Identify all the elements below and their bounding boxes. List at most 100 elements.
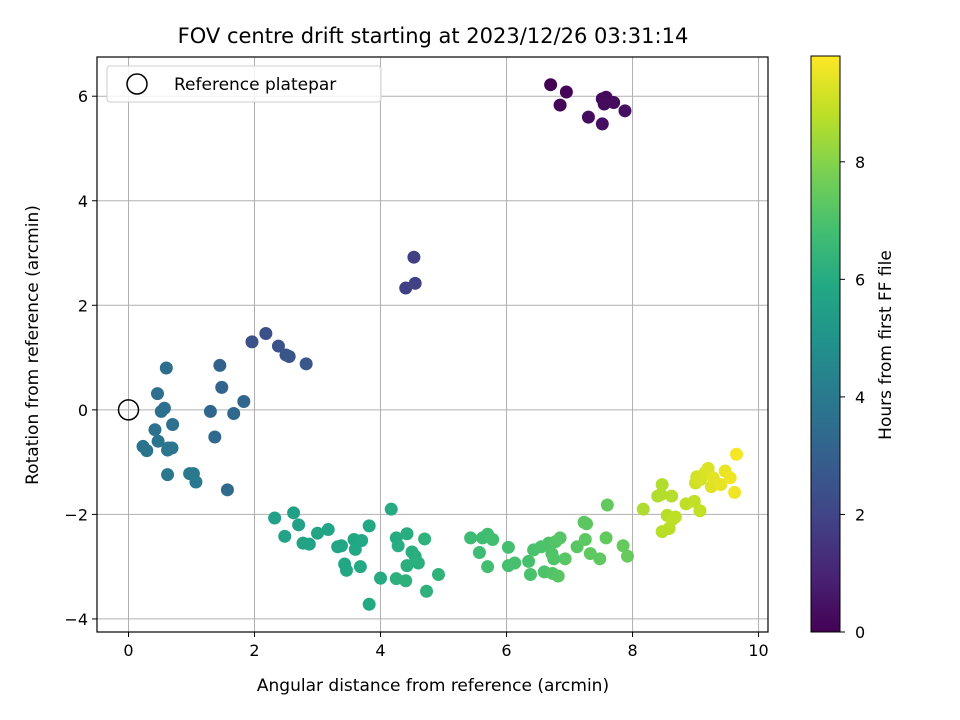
colorbar-tick-label: 6 xyxy=(855,270,865,289)
data-point xyxy=(522,554,536,568)
x-tick-label: 10 xyxy=(748,641,768,660)
colorbar: 0 2 4 6 8 Hours from first FF file xyxy=(810,55,896,642)
data-point xyxy=(154,404,168,418)
data-point xyxy=(362,597,376,611)
data-point xyxy=(693,504,707,518)
data-point xyxy=(551,569,565,583)
reference-marker-layer xyxy=(117,399,140,421)
data-point xyxy=(547,552,561,566)
data-point xyxy=(544,78,558,92)
data-point xyxy=(407,250,421,264)
x-axis-title: Angular distance from reference (arcmin) xyxy=(257,676,609,696)
data-point xyxy=(714,478,728,492)
data-point xyxy=(431,568,445,581)
data-point xyxy=(728,485,742,499)
data-point xyxy=(321,523,335,537)
data-point xyxy=(399,574,413,588)
data-points xyxy=(136,78,743,611)
data-point xyxy=(665,489,679,503)
data-point xyxy=(203,404,217,418)
colorbar-gradient xyxy=(810,55,841,633)
y-tick-label: −4 xyxy=(64,610,88,629)
data-point xyxy=(161,443,175,457)
data-point xyxy=(553,531,567,545)
data-point xyxy=(559,85,573,99)
y-tick-label: 4 xyxy=(78,192,88,211)
reference-marker xyxy=(117,399,140,421)
data-point xyxy=(464,531,478,545)
data-point xyxy=(408,276,422,290)
data-point xyxy=(501,540,515,554)
data-point xyxy=(353,560,367,574)
x-tick-label: 0 xyxy=(123,641,133,660)
grid-lines xyxy=(97,57,768,632)
data-point xyxy=(400,559,414,573)
data-point xyxy=(597,97,611,111)
x-tick-label: 2 xyxy=(249,641,259,660)
data-point xyxy=(302,537,316,551)
colorbar-tick-label: 8 xyxy=(855,153,865,172)
data-point xyxy=(636,502,650,516)
y-tick-label: 6 xyxy=(78,87,88,106)
data-point xyxy=(282,350,296,364)
data-point xyxy=(418,532,432,546)
data-point xyxy=(578,532,592,546)
data-point xyxy=(189,475,203,489)
colorbar-tick-label: 2 xyxy=(855,505,865,524)
x-tick-label: 4 xyxy=(375,641,385,660)
data-point xyxy=(374,571,388,585)
x-axis-ticks: 0 2 4 6 8 10 xyxy=(123,632,769,660)
y-tick-label: 2 xyxy=(78,296,88,315)
data-point xyxy=(600,498,614,512)
data-point xyxy=(581,110,595,124)
data-point xyxy=(391,539,405,553)
data-point xyxy=(729,447,743,461)
plot-frame xyxy=(96,56,769,633)
data-point xyxy=(166,417,180,431)
colorbar-title: Hours from first FF file xyxy=(876,250,896,440)
legend-reference-icon xyxy=(126,73,148,95)
data-point xyxy=(150,387,164,401)
y-tick-label: −2 xyxy=(64,505,88,524)
data-point xyxy=(227,407,241,420)
legend-entry-reference: Reference platepar xyxy=(174,75,336,95)
data-point xyxy=(245,335,259,349)
data-point xyxy=(220,483,234,497)
data-point xyxy=(259,327,273,341)
data-point xyxy=(654,488,668,502)
data-point xyxy=(599,531,613,545)
data-point xyxy=(687,494,701,508)
data-point xyxy=(213,358,227,372)
data-point xyxy=(271,339,285,353)
data-point xyxy=(620,549,634,563)
data-point xyxy=(558,552,572,566)
data-point xyxy=(355,534,369,548)
data-point xyxy=(339,563,353,577)
data-point xyxy=(278,529,292,543)
data-point xyxy=(472,546,486,560)
data-point xyxy=(287,506,301,520)
chart-title: FOV centre drift starting at 2023/12/26 … xyxy=(178,24,689,48)
data-point xyxy=(580,517,594,531)
y-axis-ticks: −4 −2 0 2 4 6 xyxy=(64,87,97,629)
data-point xyxy=(723,471,737,485)
data-point xyxy=(159,361,173,375)
data-point xyxy=(215,380,229,394)
data-point xyxy=(299,357,313,371)
data-point xyxy=(400,527,414,541)
data-point xyxy=(148,423,162,437)
data-point xyxy=(208,430,222,444)
data-point xyxy=(508,556,522,570)
data-point xyxy=(583,547,597,561)
data-point xyxy=(616,539,630,553)
data-point xyxy=(311,526,325,540)
colorbar-tick-label: 0 xyxy=(855,623,865,642)
x-tick-label: 6 xyxy=(501,641,511,660)
data-point xyxy=(384,502,398,516)
data-point xyxy=(161,468,175,482)
x-tick-label: 8 xyxy=(627,641,637,660)
colorbar-tick-label: 4 xyxy=(855,388,865,407)
data-point xyxy=(618,104,632,118)
data-point xyxy=(655,478,669,492)
data-point xyxy=(292,518,306,532)
